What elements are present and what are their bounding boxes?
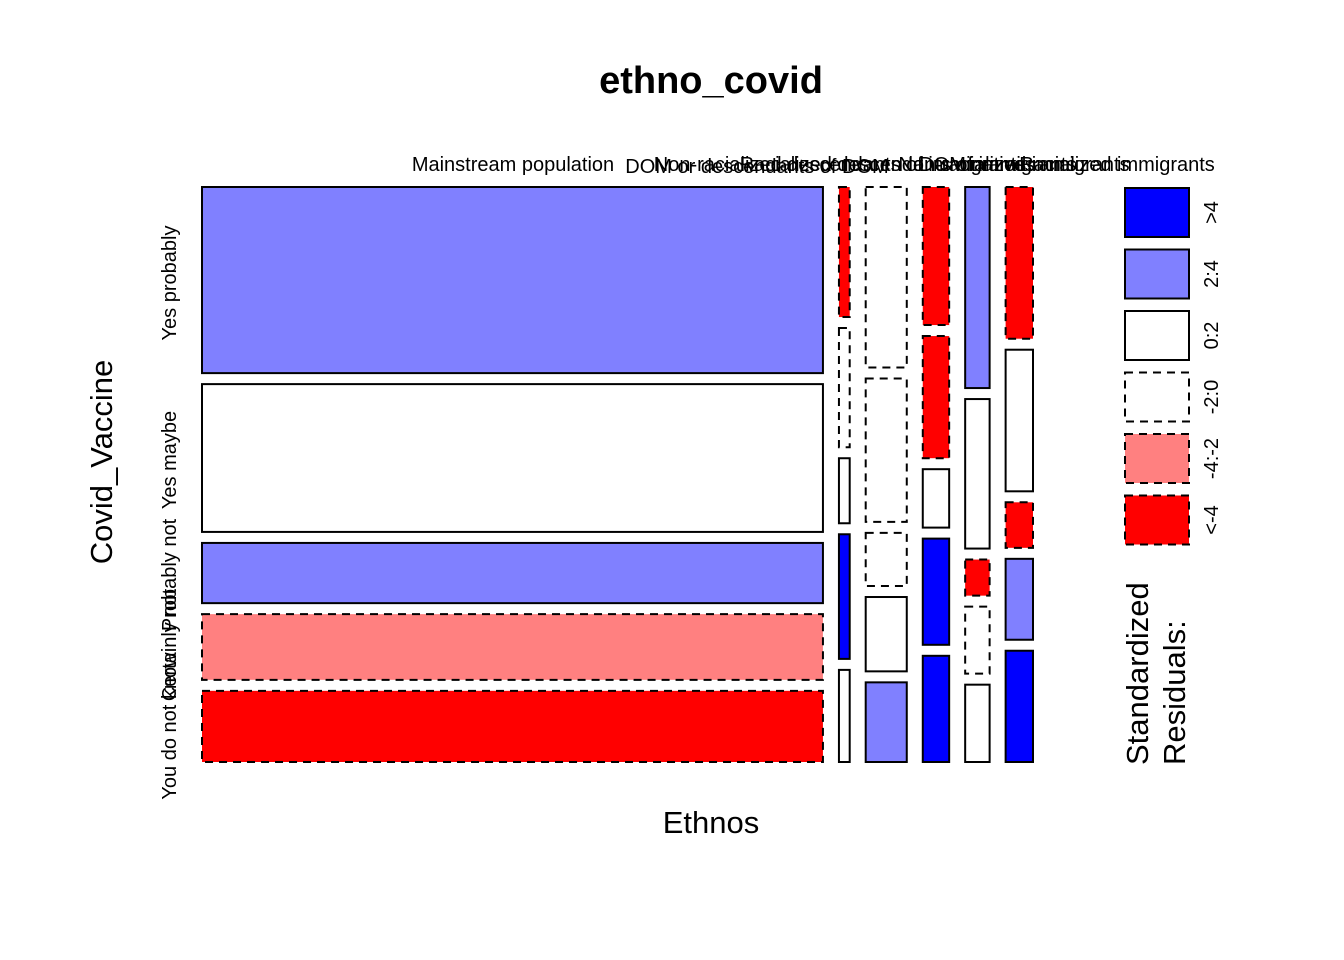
column-label: Non-racialized descendants of immigrants [654, 154, 1026, 176]
y-axis-label: Covid_Vaccine [84, 360, 119, 564]
row-label: Probably not [159, 518, 181, 631]
legend-title: Standardized [1120, 582, 1155, 765]
legend-swatch [1124, 494, 1190, 546]
mosaic-tile [864, 186, 908, 369]
mosaic-tile [964, 558, 991, 597]
legend-title: Residuals: [1157, 620, 1192, 765]
mosaic-tile [201, 186, 824, 375]
column-label: DOM or descendants of DOM [625, 156, 888, 178]
chart-title: ethno_covid [599, 60, 823, 102]
mosaic-tile [921, 468, 951, 529]
mosaic-tile [1004, 557, 1034, 641]
column-label: Racialized descendants of immigrants [740, 154, 1077, 176]
mosaic-tile [201, 541, 824, 605]
mosaic-tile [864, 377, 908, 523]
legend-swatch [1124, 433, 1190, 484]
mosaic-tile [964, 398, 991, 550]
legend-swatch [1124, 371, 1190, 423]
column-label: Racialized immigrants [1019, 154, 1215, 176]
row-label: Certainly not [159, 588, 181, 701]
legend-swatch [1124, 187, 1190, 238]
row-label: You do not know [159, 652, 181, 800]
column-label: DOM natives [919, 154, 1035, 176]
legend-label: 2:4 [1201, 260, 1223, 288]
mosaic-tile [837, 186, 851, 319]
mosaic-tile [921, 537, 951, 646]
column-labels: Mainstream population Non-racialized desc… [412, 154, 1215, 178]
row-label: Yes probably [159, 226, 181, 341]
column-label: Non-racialized immigrants [898, 154, 1129, 176]
mosaic-tile [201, 689, 824, 764]
legend-label: 0:2 [1201, 322, 1223, 350]
mosaic-tile [201, 613, 824, 681]
mosaic-tile [964, 683, 991, 763]
legend-label: <-4 [1201, 505, 1223, 534]
mosaic-tile [837, 457, 851, 525]
mosaic-tile [964, 605, 991, 675]
legend-label: -2:0 [1201, 380, 1223, 414]
mosaic-tile [864, 681, 908, 763]
mosaic-tile [921, 654, 951, 763]
legend-swatch [1124, 248, 1190, 300]
mosaic-tile [837, 668, 851, 764]
legend-label: -4:-2 [1201, 438, 1223, 479]
column-label: Mainstream population [412, 154, 614, 176]
mosaic-tile [921, 186, 951, 327]
mosaic-tiles [201, 186, 1034, 764]
mosaic-tile [964, 186, 991, 390]
mosaic-tile [837, 533, 851, 660]
mosaic-tile [921, 335, 951, 460]
row-labels: Yes probably Yes maybe Probably notCertain… [159, 226, 181, 800]
mosaic-tile [201, 383, 824, 533]
mosaic-tile [1004, 649, 1034, 763]
mosaic-tile [864, 531, 908, 588]
x-axis-label: Ethnos [663, 805, 760, 840]
row-label: Yes maybe [159, 411, 181, 509]
mosaic-tile [1004, 501, 1034, 549]
legend-swatch [1124, 310, 1190, 361]
mosaic-tile [1004, 186, 1034, 340]
legend-label: >4 [1201, 201, 1223, 224]
mosaic-tile [864, 596, 908, 673]
mosaic-tile [837, 327, 851, 449]
mosaic-tile [1004, 348, 1034, 493]
residuals-legend: >4 2:4 0:2 -2:0 -4:-2 <-4 Standardized Residual… [1120, 187, 1223, 765]
